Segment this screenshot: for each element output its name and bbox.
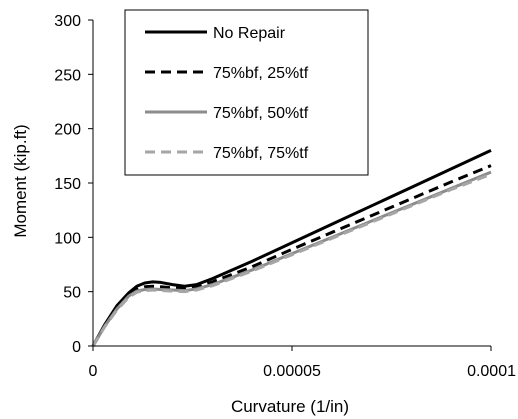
legend-label: 75%bf, 25%tf (213, 65, 309, 82)
y-axis-title: Moment (kip.ft) (11, 124, 30, 237)
y-axis-ticks: 0 50 100 150 200 250 300 (54, 13, 93, 356)
series-line (91, 164, 492, 347)
legend: No Repair 75%bf, 25%tf 75%bf, 50%tf 75%bf, … (124, 9, 369, 176)
y-tick-label: 50 (63, 285, 81, 302)
series-line (91, 170, 492, 347)
series-line (91, 172, 492, 347)
x-axis-title: Curvature (1/in) (231, 397, 349, 416)
x-tick-label: 0.00005 (263, 363, 321, 380)
x-tick-label: 0.0001 (467, 363, 516, 380)
y-tick-label: 250 (54, 67, 81, 84)
y-tick-label: 100 (54, 230, 81, 247)
y-tick-label: 0 (72, 339, 81, 356)
legend-label: No Repair (213, 25, 286, 42)
legend-label: 75%bf, 75%tf (213, 145, 309, 162)
y-tick-label: 200 (54, 122, 81, 139)
y-tick-label: 150 (54, 176, 81, 193)
legend-label: 75%bf, 50%tf (213, 105, 309, 122)
y-tick-label: 300 (54, 13, 81, 30)
x-axis-ticks: 0 0.00005 0.0001 (89, 346, 516, 380)
series-line (91, 149, 492, 347)
series-layer (91, 149, 492, 347)
legend-box (124, 9, 369, 176)
x-tick-label: 0 (89, 363, 98, 380)
